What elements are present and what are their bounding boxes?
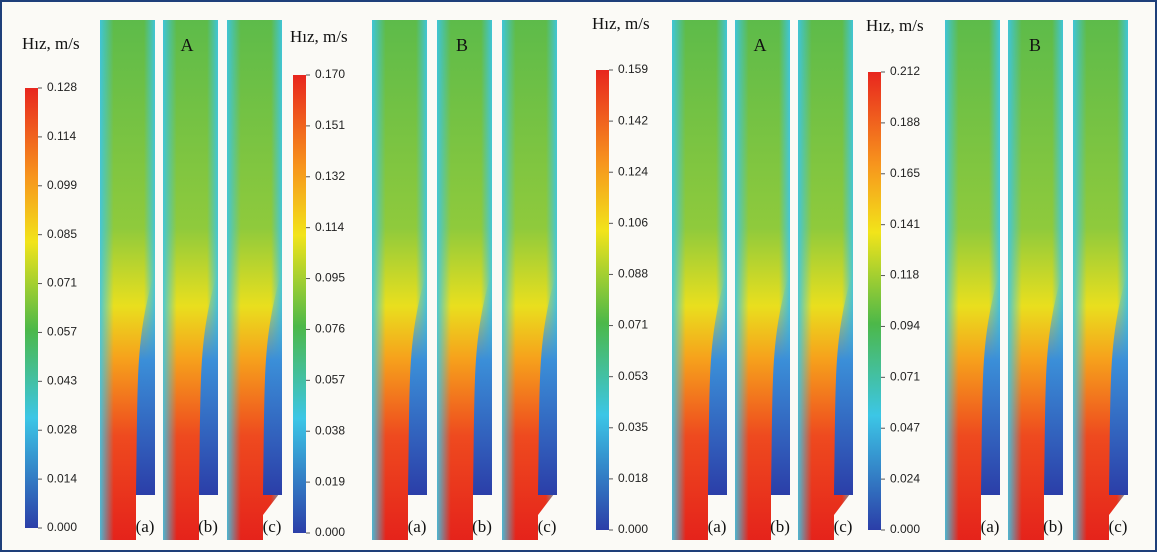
low-velocity-region bbox=[771, 270, 790, 495]
colorbar-tick-label: 0.024 bbox=[890, 471, 920, 485]
panel-label: B bbox=[1029, 35, 1041, 55]
colorbar-tick-label: 0.170 bbox=[315, 67, 345, 81]
colorbar-tick-label: 0.000 bbox=[618, 522, 648, 536]
colorbar-tick-label: 0.114 bbox=[47, 129, 76, 143]
low-velocity-region bbox=[473, 270, 492, 495]
low-velocity-region bbox=[263, 270, 282, 495]
panel-label: A bbox=[181, 35, 194, 55]
colorbar-tick-label: 0.028 bbox=[47, 422, 77, 436]
colorbar-tick-label: 0.132 bbox=[315, 169, 345, 183]
colorbar-tick-label: 0.047 bbox=[890, 420, 920, 434]
colorbar-tick-label: 0.000 bbox=[890, 522, 920, 536]
case-label: (a) bbox=[708, 517, 727, 536]
case-label: (b) bbox=[770, 517, 790, 536]
colorbar-tick-label: 0.095 bbox=[315, 271, 345, 285]
colorbar-tick-label: 0.071 bbox=[890, 370, 920, 384]
low-velocity-region bbox=[1044, 270, 1063, 495]
colorbar-tick-label: 0.019 bbox=[315, 474, 345, 488]
colorbar-tick-label: 0.106 bbox=[618, 216, 648, 230]
colorbar-tick-label: 0.000 bbox=[315, 525, 345, 539]
colorbar-tick-label: 0.142 bbox=[618, 113, 648, 127]
colorbar-tick-label: 0.035 bbox=[618, 420, 648, 434]
colorbar-tick-label: 0.128 bbox=[47, 80, 77, 94]
colorbar-title: Hız, m/s bbox=[866, 16, 924, 35]
colorbar-tick-label: 0.076 bbox=[315, 322, 345, 336]
case-label: (b) bbox=[472, 517, 492, 536]
colorbar bbox=[596, 70, 609, 530]
panel-label: B bbox=[456, 35, 468, 55]
case-label: (a) bbox=[136, 517, 155, 536]
colorbar-tick-label: 0.053 bbox=[618, 369, 648, 383]
colorbar-tick-label: 0.043 bbox=[47, 374, 77, 388]
colorbar-tick-label: 0.099 bbox=[47, 178, 77, 192]
colorbar-tick-label: 0.124 bbox=[618, 164, 648, 178]
colorbar-tick-label: 0.085 bbox=[47, 227, 77, 241]
colorbar-tick-label: 0.057 bbox=[315, 373, 345, 387]
colorbar-tick-label: 0.088 bbox=[618, 267, 648, 281]
case-label: (c) bbox=[263, 517, 282, 536]
case-label: (a) bbox=[981, 517, 1000, 536]
colorbar-title: Hız, m/s bbox=[22, 34, 80, 53]
case-label: (b) bbox=[1043, 517, 1063, 536]
colorbar-tick-label: 0.018 bbox=[618, 471, 648, 485]
colorbar-tick-label: 0.038 bbox=[315, 423, 345, 437]
low-velocity-region bbox=[538, 270, 557, 495]
colorbar bbox=[293, 75, 306, 533]
colorbar-title: Hız, m/s bbox=[290, 27, 348, 46]
colorbar-tick-label: 0.141 bbox=[890, 217, 920, 231]
low-velocity-region bbox=[834, 270, 853, 495]
colorbar bbox=[868, 72, 881, 530]
colorbar-tick-label: 0.212 bbox=[890, 64, 920, 78]
low-velocity-region bbox=[1109, 270, 1128, 495]
case-label: (c) bbox=[834, 517, 853, 536]
colorbar-tick-label: 0.114 bbox=[315, 220, 344, 234]
low-velocity-region bbox=[708, 270, 727, 495]
colorbar bbox=[25, 88, 38, 528]
colorbar-tick-label: 0.000 bbox=[47, 520, 77, 534]
colorbar-tick-label: 0.071 bbox=[47, 276, 77, 290]
case-label: (b) bbox=[198, 517, 218, 536]
colorbar-tick-label: 0.118 bbox=[890, 268, 919, 282]
colorbar-title: Hız, m/s bbox=[592, 14, 650, 33]
colorbar-tick-label: 0.094 bbox=[890, 319, 920, 333]
panel-label: A bbox=[754, 35, 767, 55]
colorbar-tick-label: 0.159 bbox=[618, 62, 648, 76]
colorbar-tick-label: 0.071 bbox=[618, 318, 648, 332]
case-label: (c) bbox=[538, 517, 557, 536]
colorbar-tick-label: 0.165 bbox=[890, 166, 920, 180]
colorbar-tick-label: 0.057 bbox=[47, 325, 77, 339]
colorbar-tick-label: 0.151 bbox=[315, 118, 345, 132]
low-velocity-region bbox=[408, 270, 427, 495]
low-velocity-region bbox=[136, 270, 155, 495]
colorbar-tick-label: 0.188 bbox=[890, 115, 920, 129]
low-velocity-region bbox=[981, 270, 1000, 495]
case-label: (c) bbox=[1109, 517, 1128, 536]
case-label: (a) bbox=[408, 517, 427, 536]
low-velocity-region bbox=[199, 270, 218, 495]
colorbar-tick-label: 0.014 bbox=[47, 471, 77, 485]
